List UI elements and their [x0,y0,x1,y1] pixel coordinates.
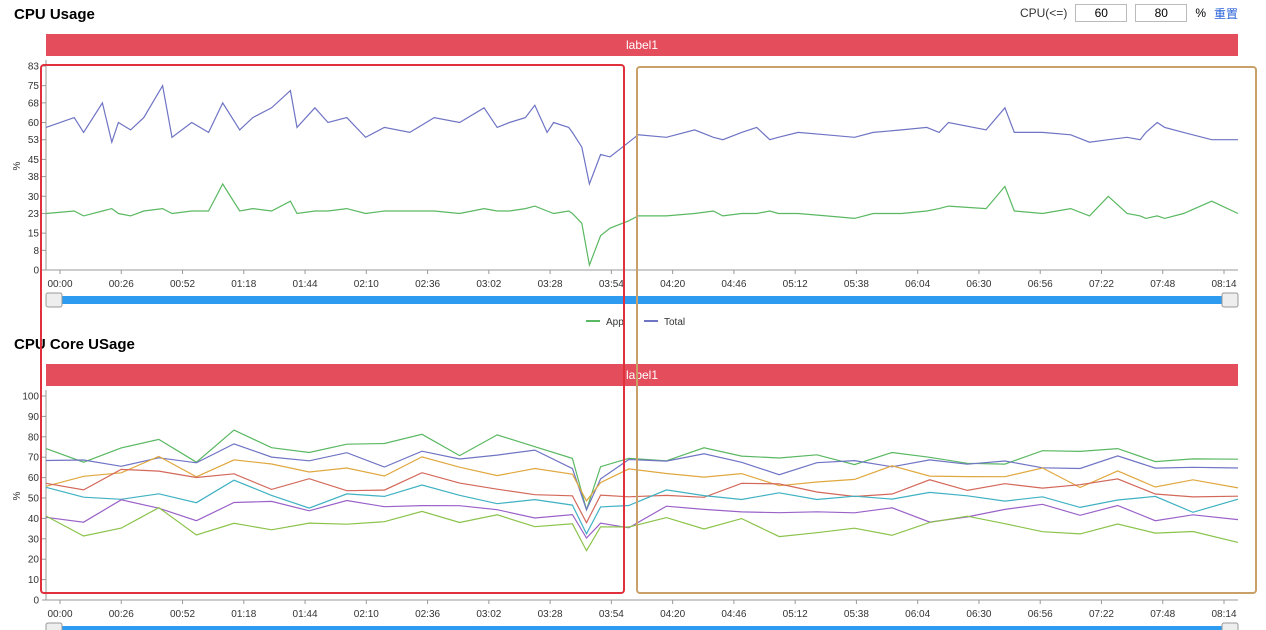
x-tick-label: 03:28 [538,279,563,290]
y-tick-label: 40 [28,514,40,525]
banner-label-1: label1 [626,368,658,382]
y-tick-label: 15 [28,229,40,240]
threshold-controls: CPU(<=) % 重置 [1020,4,1238,22]
x-tick-label: 07:22 [1089,609,1114,620]
zoom-slider-track-0[interactable] [52,296,1232,304]
y-tick-label: 60 [28,473,40,484]
x-tick-label: 07:48 [1150,279,1175,290]
total-series-line [45,84,1238,187]
zoom-slider-handle-left-0[interactable] [45,292,63,308]
core-series-line [45,443,1239,512]
y-tick-label: 8 [33,246,39,257]
x-tick-label: 07:48 [1150,609,1175,620]
y-tick-label: 70 [28,453,40,464]
x-tick-label: 04:46 [721,279,746,290]
core-series-line [45,429,1239,512]
x-tick-label: 02:10 [354,609,379,620]
y-tick-label: 10 [28,575,40,586]
x-tick-label: 08:14 [1211,609,1236,620]
y-tick-label: 20 [28,555,40,566]
zoom-slider-handle-left-1[interactable] [45,622,63,630]
x-tick-label: 01:18 [231,279,256,290]
y-tick-label: 60 [28,118,40,129]
x-tick-label: 04:46 [721,609,746,620]
y-tick-label: 68 [28,98,40,109]
legend-label-app: App [606,317,624,328]
x-tick-label: 06:04 [905,609,930,620]
core-series-line [45,455,1239,503]
x-tick-label: 05:38 [844,609,869,620]
y-tick-label: 38 [28,172,40,183]
legend-label-total: Total [664,317,685,328]
x-tick-label: 03:28 [538,609,563,620]
y-tick-label: 90 [28,412,40,423]
x-tick-label: 00:52 [170,279,195,290]
y-tick-label: 50 [28,494,40,505]
x-tick-label: 03:02 [476,279,501,290]
x-tick-label: 03:54 [599,609,624,620]
y-tick-label: 30 [28,192,40,203]
x-tick-label: 06:56 [1028,279,1053,290]
core-series-line [45,499,1239,539]
core-series-line [45,506,1239,552]
banner-bar-0 [46,34,1238,56]
x-tick-label: 06:30 [966,279,991,290]
reset-button[interactable]: 重置 [1213,6,1238,21]
app-series-line [45,182,1239,268]
x-tick-label: 06:56 [1028,609,1053,620]
y-axis-label-1: % [12,491,23,500]
banner-bar-1 [46,364,1238,386]
cpu-threshold-label: CPU(<=) [1019,6,1068,20]
x-tick-label: 00:26 [109,279,134,290]
highlight-box-tan [636,66,1257,594]
x-tick-label: 00:26 [109,609,134,620]
zoom-slider-handle-right-0[interactable] [1221,292,1239,308]
highlight-box-red [40,64,625,594]
x-tick-label: 08:14 [1211,279,1236,290]
x-tick-label: 01:44 [293,609,318,620]
low-threshold-input[interactable] [1075,4,1128,22]
banner-label-0: label1 [626,38,658,52]
y-tick-label: 53 [28,135,40,146]
cpu-core-usage-title: CPU Core USage [14,336,135,353]
x-tick-label: 03:02 [476,609,501,620]
core-series-line [45,468,1239,525]
x-tick-label: 03:54 [599,279,624,290]
x-tick-label: 04:20 [660,279,685,290]
x-tick-label: 05:12 [783,609,808,620]
x-tick-label: 07:22 [1089,279,1114,290]
cpu-usage-title: CPU Usage [14,6,95,23]
y-tick-label: 100 [22,392,39,403]
zoom-slider-handle-right-1[interactable] [1221,622,1239,630]
x-tick-label: 02:36 [415,279,440,290]
y-tick-label: 45 [28,155,40,166]
x-tick-label: 02:36 [415,609,440,620]
x-tick-label: 01:44 [293,279,318,290]
x-tick-label: 06:04 [905,279,930,290]
x-tick-label: 05:38 [844,279,869,290]
high-threshold-input[interactable] [1135,4,1188,22]
x-tick-label: 00:00 [47,279,72,290]
x-tick-label: 00:00 [47,609,72,620]
core-series-line [45,479,1239,536]
y-tick-label: 0 [33,266,39,277]
x-tick-label: 02:10 [354,279,379,290]
y-tick-label: 23 [28,209,40,220]
y-tick-label: 80 [28,432,40,443]
x-tick-label: 04:20 [660,609,685,620]
x-tick-label: 06:30 [966,609,991,620]
y-tick-label: 75 [28,81,40,92]
x-tick-label: 05:12 [783,279,808,290]
y-tick-label: 83 [28,62,40,73]
percent-unit: % [1195,6,1206,20]
y-axis-label-0: % [12,161,23,170]
zoom-slider-track-1[interactable] [52,626,1232,630]
x-tick-label: 00:52 [170,609,195,620]
y-tick-label: 0 [33,596,39,607]
y-tick-label: 30 [28,534,40,545]
x-tick-label: 01:18 [231,609,256,620]
